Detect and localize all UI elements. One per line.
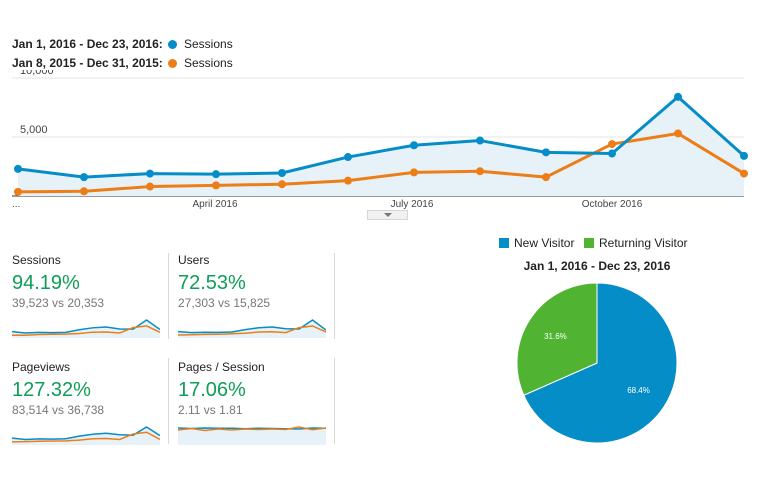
metric-users-value: 72.53%: [178, 272, 246, 294]
metric-pages-per-session-title: Pages / Session: [178, 360, 265, 374]
data-point-previous[interactable]: [344, 176, 352, 185]
sessions-line-current: [17, 95, 745, 179]
data-point-current[interactable]: [740, 151, 748, 160]
sessions-line-chart: 10,000 5,000... April 2016 July 2016 October…: [12, 70, 748, 210]
metric-pages-per-session: Pages / Session 17.06% 2.11 vs 1.81: [178, 360, 328, 445]
pie-legend-blue-square-icon: [499, 238, 509, 248]
chart-collapse-handle[interactable]: [367, 210, 408, 220]
data-point-previous[interactable]: [608, 140, 616, 149]
pie-slice-returning-visitor[interactable]: [516, 282, 598, 396]
pie-legend-returning-visitor-label: Returning Visitor: [599, 236, 688, 250]
sparkline-area: [12, 427, 160, 445]
data-point-previous[interactable]: [212, 181, 220, 190]
data-point-previous[interactable]: [278, 180, 286, 189]
metric-pages-per-session-sparkline: [178, 426, 326, 445]
metric-pages-per-session-value: 17.06%: [178, 379, 246, 401]
data-point-current[interactable]: [14, 164, 22, 173]
metric-sessions-value: 94.19%: [12, 272, 80, 294]
data-point-current[interactable]: [80, 173, 88, 182]
data-point-current[interactable]: [146, 169, 154, 178]
metric-sessions-sparkline: [12, 319, 160, 338]
metric-divider: [334, 253, 335, 339]
metric-sessions-title: Sessions: [12, 253, 61, 267]
data-point-previous[interactable]: [542, 173, 550, 182]
data-point-previous[interactable]: [476, 167, 484, 176]
metric-sessions: Sessions 94.19% 39,523 vs 20,353: [12, 253, 162, 338]
metric-pages-per-session-compare: 2.11 vs 1.81: [178, 403, 243, 417]
metric-divider: [334, 358, 335, 444]
pie-legend-green-square-icon: [584, 238, 594, 248]
metric-divider: [168, 358, 169, 444]
pie-legend-returning-visitor: Returning Visitor: [584, 236, 688, 250]
metric-pageviews: Pageviews 127.32% 83,514 vs 36,738: [12, 360, 162, 445]
x-tick-label: July 2016: [391, 199, 434, 210]
metric-pageviews-value: 127.32%: [12, 379, 91, 401]
metric-users: Users 72.53% 27,303 vs 15,825: [178, 253, 328, 338]
x-tick-label: April 2016: [192, 199, 237, 210]
pie-legend-new-visitor-label: New Visitor: [514, 236, 575, 250]
metric-sessions-compare: 39,523 vs 20,353: [12, 296, 105, 310]
x-tick-label: October 2016: [582, 199, 643, 210]
legend-previous: Jan 8, 2015 - Dec 31, 2015: Sessions: [12, 56, 233, 70]
metric-pageviews-compare: 83,514 vs 36,738: [12, 403, 105, 417]
legend-current-dot-icon: [168, 40, 177, 49]
metric-pageviews-title: Pageviews: [12, 360, 71, 374]
legend-previous-series: Sessions: [184, 56, 233, 70]
data-point-previous[interactable]: [410, 168, 418, 177]
sparkline-previous: [12, 431, 160, 443]
metric-users-title: Users: [178, 253, 210, 267]
y-tick-label: 5,000: [20, 124, 48, 136]
data-point-previous[interactable]: [740, 169, 748, 178]
data-point-previous[interactable]: [80, 187, 88, 196]
data-point-current[interactable]: [476, 136, 484, 145]
data-point-previous[interactable]: [14, 187, 22, 196]
sparkline-previous: [178, 426, 326, 432]
pie-slice-label: 68.4%: [627, 386, 650, 395]
metric-users-compare: 27,303 vs 15,825: [178, 296, 271, 310]
data-point-current[interactable]: [344, 153, 352, 162]
data-point-current[interactable]: [278, 168, 286, 177]
data-point-previous[interactable]: [674, 129, 682, 138]
data-point-previous[interactable]: [146, 182, 154, 191]
legend-previous-dot-icon: [168, 59, 177, 68]
data-point-current[interactable]: [608, 149, 616, 158]
legend-previous-range: Jan 8, 2015 - Dec 31, 2015:: [12, 56, 163, 70]
metric-pageviews-sparkline: [12, 426, 160, 445]
data-point-current[interactable]: [212, 170, 220, 179]
pie-chart-title: Jan 1, 2016 - Dec 23, 2016: [523, 259, 671, 273]
data-point-current[interactable]: [542, 148, 550, 157]
data-point-current[interactable]: [674, 92, 682, 101]
data-point-current[interactable]: [410, 141, 418, 150]
pie-slice-label: 31.6%: [544, 332, 567, 341]
y-tick-label: 10,000: [20, 70, 54, 77]
pie-legend-new-visitor: New Visitor: [499, 236, 574, 250]
metric-divider: [168, 253, 169, 339]
sparkline-area: [178, 428, 326, 445]
pie-slice-new-visitor[interactable]: [523, 282, 678, 444]
sparkline-previous: [178, 325, 326, 336]
sparkline-previous: [12, 325, 160, 336]
visitor-type-pie-chart: 68.4% 31.6%: [516, 282, 678, 444]
x-tick-label: ...: [12, 199, 20, 210]
legend-current-series: Sessions: [184, 37, 233, 51]
legend-current: Jan 1, 2016 - Dec 23, 2016: Sessions: [12, 37, 233, 51]
legend-current-range: Jan 1, 2016 - Dec 23, 2016:: [12, 37, 163, 51]
metric-users-sparkline: [178, 319, 326, 338]
sessions-area: [18, 96, 744, 196]
